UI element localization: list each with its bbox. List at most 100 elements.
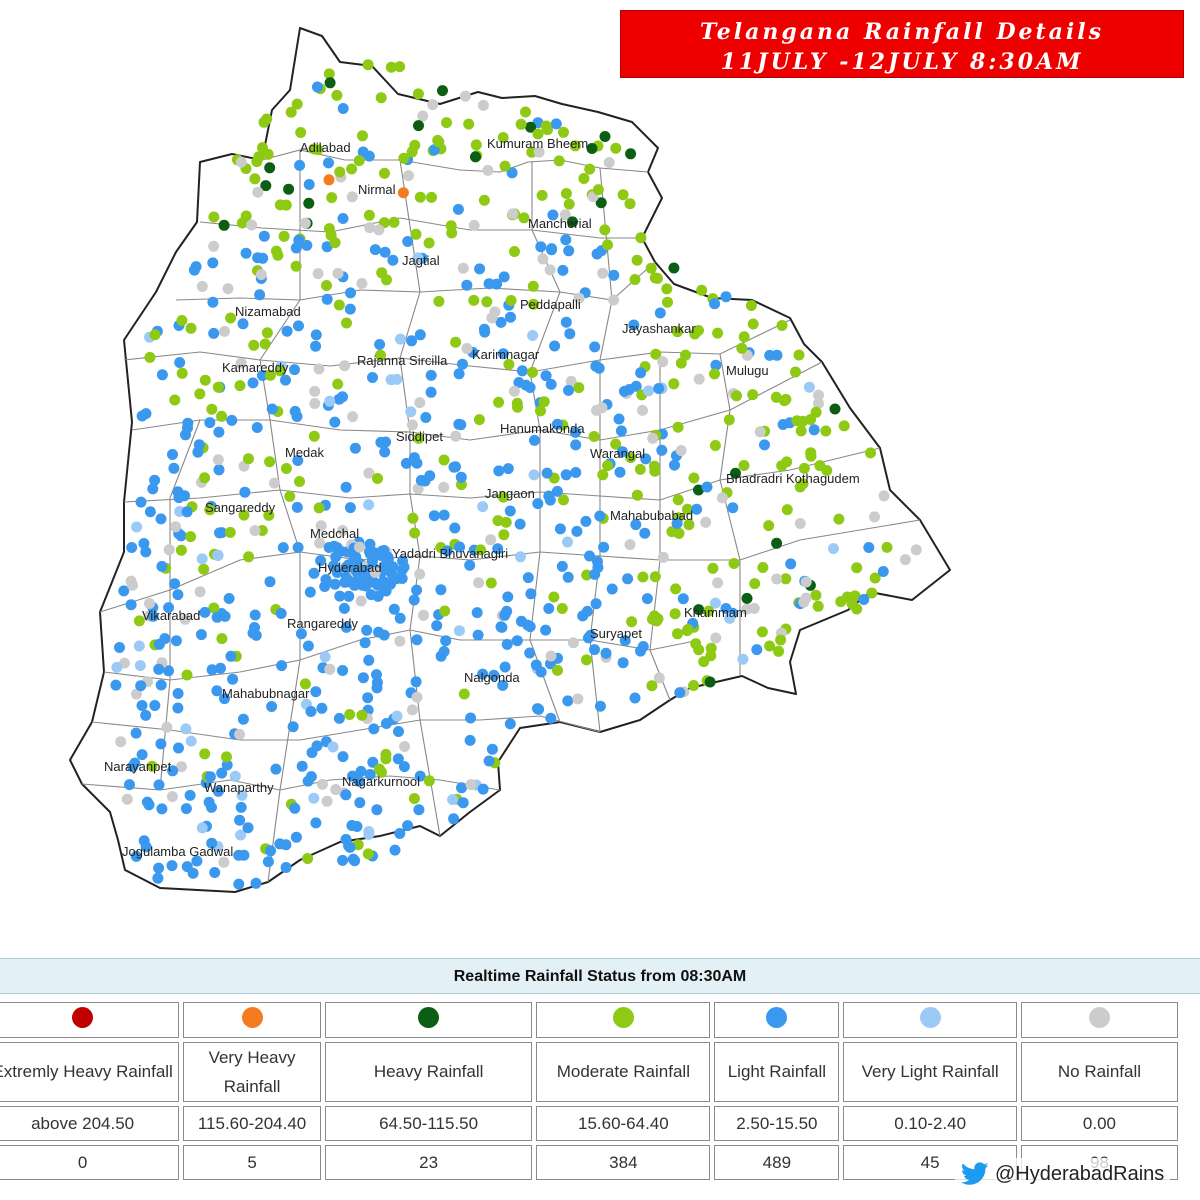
rain-gauge-dot (313, 502, 325, 514)
rain-gauge-dot (438, 481, 450, 493)
rain-gauge-dot (869, 572, 881, 584)
rain-gauge-dot (689, 328, 701, 340)
rain-gauge-dot (375, 349, 386, 361)
rain-gauge-dot (352, 567, 364, 579)
rain-gauge-dot (545, 712, 557, 724)
rain-gauge-dot (303, 179, 315, 190)
rain-gauge-dot (143, 799, 155, 811)
rain-gauge-dot (114, 642, 125, 653)
rain-gauge-dot (153, 638, 165, 650)
rain-gauge-dot (622, 573, 634, 585)
title-banner: Telangana Rainfall Details 11JULY -12JUL… (620, 10, 1184, 78)
rain-gauge-dot (728, 558, 740, 569)
rain-gauge-dot (423, 237, 435, 249)
rain-gauge-dot (199, 748, 211, 760)
district-label: Narayanpet (104, 759, 172, 774)
rain-gauge-dot (394, 333, 406, 345)
rain-gauge-dot (602, 239, 613, 251)
rain-gauge-dot (180, 723, 192, 735)
rain-gauge-dot (808, 424, 820, 436)
rain-gauge-dot (295, 127, 307, 138)
rain-gauge-dot (688, 472, 700, 484)
rain-gauge-dot (878, 490, 890, 502)
rain-gauge-dot (606, 583, 618, 595)
rain-gauge-dot (597, 469, 609, 481)
rain-gauge-dot (249, 525, 261, 537)
rain-gauge-dot (170, 521, 182, 533)
rain-gauge-dot (863, 542, 875, 553)
rain-gauge-dot (292, 542, 304, 553)
rain-gauge-dot (308, 430, 320, 442)
rain-gauge-dot (506, 167, 518, 179)
rain-gauge-dot (528, 469, 540, 481)
rain-gauge-dot (449, 522, 461, 534)
rain-gauge-dot (657, 356, 669, 368)
legend-label-row: Extremly Heavy Rainfall Very Heavy Rainf… (0, 1042, 1178, 1102)
rain-gauge-dot (285, 106, 297, 118)
rain-gauge-dot (710, 359, 722, 371)
rain-gauge-dot (501, 638, 513, 650)
rain-gauge-dot (153, 862, 165, 874)
rain-gauge-dot (337, 665, 349, 676)
rain-gauge-dot (481, 296, 493, 308)
rain-gauge-dot (520, 379, 532, 391)
rain-gauge-dot (412, 483, 424, 495)
rain-gauge-dot (447, 794, 459, 806)
rain-gauge-dot (357, 672, 369, 684)
rain-gauge-dot (748, 602, 760, 614)
legend-color-row (0, 1002, 1178, 1038)
rain-gauge-dot (497, 348, 509, 360)
rain-gauge-dot (473, 577, 485, 589)
rain-gauge-dot (216, 410, 228, 422)
rain-gauge-dot (198, 563, 210, 575)
rain-gauge-dot (564, 328, 576, 340)
district-label: Khammam (684, 605, 747, 620)
rain-gauge-dot (284, 490, 296, 502)
rain-gauge-dot (424, 470, 436, 482)
rain-gauge-dot (149, 700, 161, 711)
district-label: Nirmal (358, 182, 396, 197)
rain-gauge-dot (629, 692, 641, 704)
rain-gauge-dot (155, 513, 167, 525)
rain-gauge-dot (406, 419, 418, 431)
rain-gauge-dot (505, 311, 516, 323)
rain-gauge-dot (747, 389, 759, 401)
rain-gauge-dot (499, 609, 511, 621)
rain-gauge-dot (415, 474, 427, 486)
rain-gauge-dot (580, 515, 592, 527)
rain-gauge-dot (672, 421, 684, 433)
rain-gauge-dot (524, 647, 536, 659)
legend-label: Light Rainfall (714, 1042, 840, 1102)
rain-gauge-dot (881, 541, 893, 553)
rain-gauge-dot (304, 586, 316, 598)
rain-gauge-dot (554, 523, 566, 535)
rain-gauge-dot (168, 462, 180, 474)
rain-gauge-dot (379, 167, 390, 179)
rain-gauge-dot (737, 653, 749, 665)
rain-gauge-dot (199, 606, 211, 618)
rain-gauge-dot (477, 783, 489, 795)
rain-gauge-dot (402, 820, 414, 832)
rain-gauge-dot (657, 551, 669, 563)
rain-gauge-dot (411, 457, 423, 469)
rain-gauge-dot (387, 254, 399, 266)
rain-gauge-dot (625, 452, 637, 464)
rain-gauge-dot (573, 292, 585, 304)
rain-gauge-dot (624, 539, 636, 551)
rain-gauge-dot (532, 498, 544, 510)
rain-gauge-dot (589, 341, 601, 353)
rain-gauge-dot (485, 534, 497, 546)
rain-gauge-dot (594, 700, 606, 712)
rain-gauge-dot (260, 180, 272, 192)
rain-gauge-dot (558, 126, 569, 138)
rain-gauge-dot (541, 467, 553, 479)
rain-gauge-dot (560, 188, 572, 199)
district-label: Nagarkurnool (342, 774, 420, 789)
rain-gauge-dot (221, 759, 233, 771)
rain-gauge-dot (289, 405, 301, 417)
rain-gauge-dot (396, 573, 408, 584)
rain-gauge-dot (833, 513, 845, 525)
moderate-dot-icon (612, 1007, 634, 1028)
rain-gauge-dot (249, 173, 261, 185)
rain-gauge-dot (785, 558, 797, 570)
